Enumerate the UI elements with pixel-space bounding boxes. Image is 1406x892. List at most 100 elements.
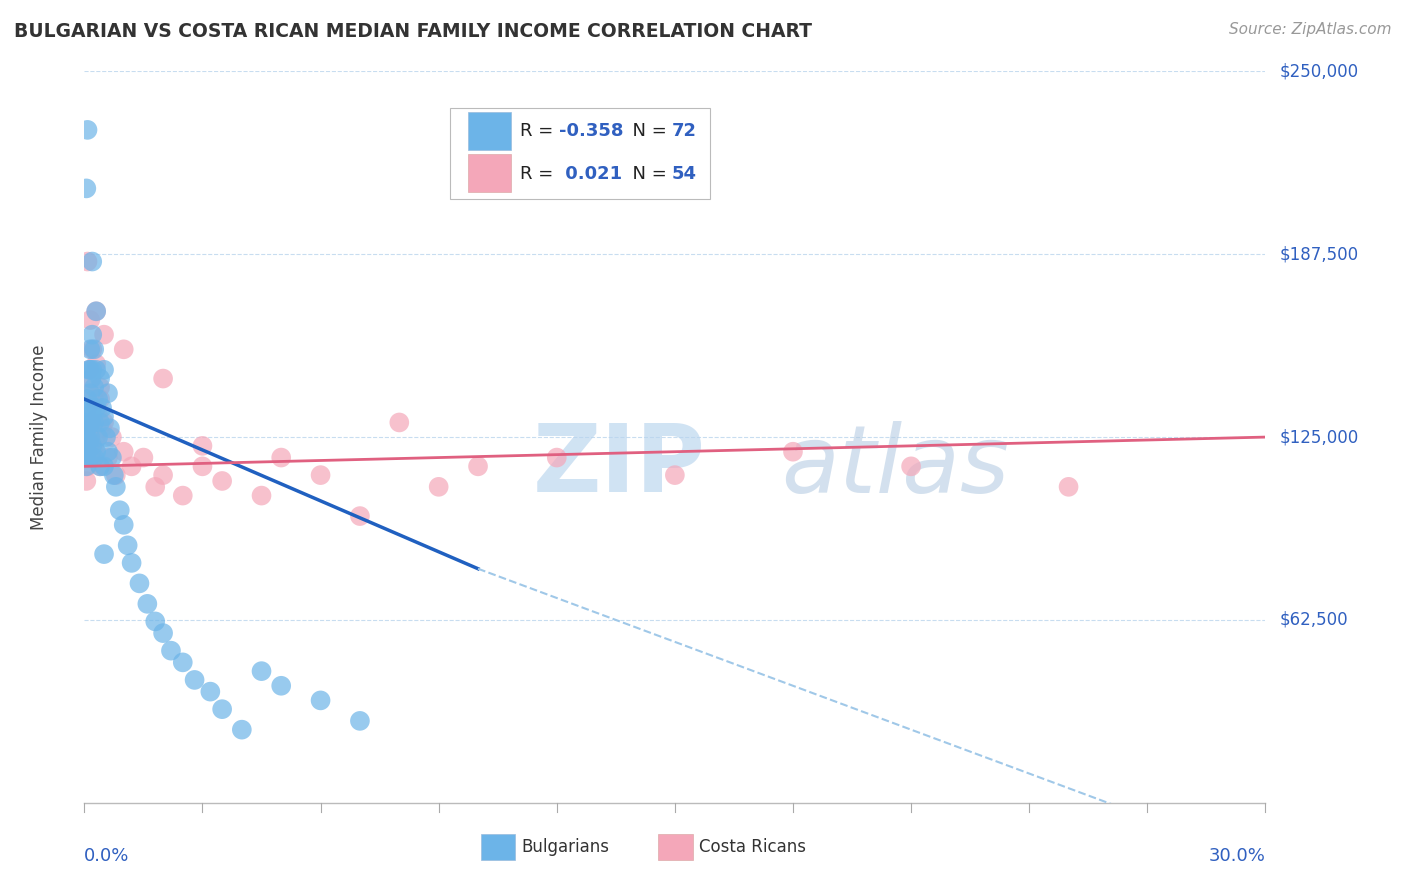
Point <box>136 597 159 611</box>
Point <box>76 459 98 474</box>
Point <box>75 474 97 488</box>
Text: N =: N = <box>620 164 672 183</box>
Point <box>80 371 103 385</box>
Point <box>80 371 103 385</box>
Point <box>270 679 292 693</box>
Point <box>75 459 97 474</box>
Text: Source: ZipAtlas.com: Source: ZipAtlas.com <box>1229 22 1392 37</box>
Point <box>79 386 101 401</box>
Point <box>349 509 371 524</box>
Text: 54: 54 <box>671 164 696 183</box>
Point <box>183 673 205 687</box>
Point <box>152 626 174 640</box>
Point <box>76 392 98 406</box>
Point <box>172 656 194 670</box>
Point <box>79 313 101 327</box>
Point <box>200 684 222 698</box>
Point <box>93 409 115 424</box>
Point <box>75 450 97 465</box>
FancyBboxPatch shape <box>450 108 710 200</box>
Point <box>91 401 114 415</box>
Point <box>112 517 135 532</box>
Point <box>87 409 110 424</box>
Point <box>664 468 686 483</box>
Point <box>349 714 371 728</box>
Point <box>121 556 143 570</box>
Point <box>79 343 101 357</box>
Point <box>76 409 98 424</box>
Point <box>84 430 107 444</box>
Point <box>89 380 111 394</box>
Point <box>89 371 111 385</box>
Point <box>87 430 110 444</box>
Text: -0.358: -0.358 <box>560 122 624 140</box>
Point <box>82 343 104 357</box>
Point <box>79 416 101 430</box>
Point <box>83 343 105 357</box>
Point <box>79 363 101 377</box>
Point <box>128 576 150 591</box>
Point <box>82 416 104 430</box>
Point <box>143 480 166 494</box>
Point <box>82 254 104 268</box>
Point <box>117 538 139 552</box>
Point <box>782 444 804 458</box>
FancyBboxPatch shape <box>481 833 516 860</box>
Point <box>160 643 183 657</box>
Point <box>77 363 100 377</box>
Point <box>76 123 98 137</box>
FancyBboxPatch shape <box>468 112 510 150</box>
Point <box>93 547 115 561</box>
Point <box>75 439 97 453</box>
Point <box>191 459 214 474</box>
Point <box>309 693 332 707</box>
Point <box>75 430 97 444</box>
Text: 72: 72 <box>671 122 696 140</box>
Point <box>89 459 111 474</box>
Point <box>172 489 194 503</box>
Point <box>211 474 233 488</box>
Point <box>546 450 568 465</box>
Point <box>1057 480 1080 494</box>
Point <box>250 664 273 678</box>
Point <box>97 450 120 465</box>
Point <box>388 416 411 430</box>
Text: $62,500: $62,500 <box>1279 611 1348 629</box>
Point <box>101 430 124 444</box>
Point <box>93 363 115 377</box>
Text: Costa Ricans: Costa Ricans <box>699 838 806 855</box>
Point <box>97 444 120 458</box>
Point <box>104 468 127 483</box>
Point <box>76 254 98 268</box>
Point <box>112 343 135 357</box>
Text: $250,000: $250,000 <box>1279 62 1358 80</box>
Point <box>79 430 101 444</box>
Point <box>82 450 104 465</box>
Point <box>79 450 101 465</box>
Text: Median Family Income: Median Family Income <box>31 344 48 530</box>
Point <box>77 450 100 465</box>
Point <box>83 392 105 406</box>
Point <box>101 450 124 465</box>
Point <box>79 439 101 453</box>
Point <box>91 421 114 435</box>
Point <box>75 421 97 435</box>
Point <box>77 401 100 415</box>
Text: R =: R = <box>520 164 560 183</box>
Point <box>900 459 922 474</box>
Point <box>84 357 107 371</box>
Point <box>250 489 273 503</box>
Point <box>467 459 489 474</box>
Text: atlas: atlas <box>782 421 1010 512</box>
Point <box>97 386 120 401</box>
Text: 0.021: 0.021 <box>560 164 623 183</box>
Point <box>93 327 115 342</box>
Text: R =: R = <box>520 122 560 140</box>
Text: 30.0%: 30.0% <box>1209 847 1265 864</box>
Point <box>80 421 103 435</box>
Point <box>77 363 100 377</box>
Point <box>152 371 174 385</box>
Text: $187,500: $187,500 <box>1279 245 1358 263</box>
Point <box>84 304 107 318</box>
Point <box>84 304 107 318</box>
